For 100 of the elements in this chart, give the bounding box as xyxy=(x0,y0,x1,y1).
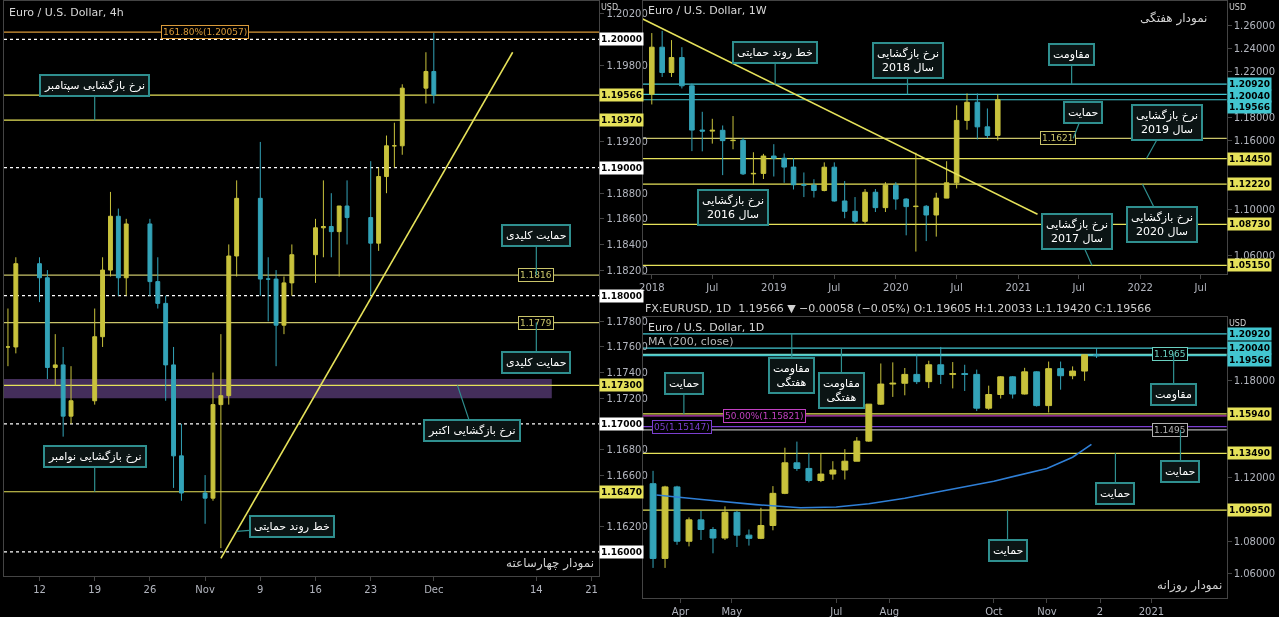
ref-line-label: 1.19000 xyxy=(601,163,642,173)
candlestick xyxy=(391,122,397,169)
candlestick xyxy=(889,361,897,398)
candlestick xyxy=(289,243,295,297)
candlestick xyxy=(994,93,1001,141)
y-tick-label: 1.19200 xyxy=(606,136,648,148)
candlestick xyxy=(328,192,334,258)
candlestick xyxy=(679,46,685,89)
candlestick xyxy=(368,160,374,297)
annotation: نمودار هفتگی xyxy=(1140,11,1208,26)
candlestick xyxy=(661,485,669,569)
y-tick-label: 1.18600 xyxy=(606,213,648,225)
annotation: نرخ بازگشایی اکتبر xyxy=(428,424,516,437)
candlestick xyxy=(384,135,389,194)
text: Euro / U.S. Dollar, 4h xyxy=(9,6,124,19)
candlestick xyxy=(923,204,930,242)
ref-line-label: 1.12220 xyxy=(1229,179,1270,189)
y-tick-label: 1.18000 xyxy=(1233,375,1276,387)
candlestick xyxy=(925,360,933,389)
candlestick xyxy=(852,196,858,225)
annotation: مقاومت هفتگی xyxy=(823,377,860,405)
ref-line-label: 1.17300 xyxy=(601,380,642,390)
y-tick-label: 1.22000 xyxy=(1233,66,1276,78)
candlestick xyxy=(790,157,797,190)
candlestick xyxy=(13,256,19,354)
candlestick xyxy=(313,218,318,284)
candlestick xyxy=(865,403,873,443)
x-tick-label: 23 xyxy=(364,584,378,596)
ref-line-label: 1.20000 xyxy=(601,34,642,44)
ref-line-label: 1.15940 xyxy=(1229,409,1270,419)
x-tick-label: May xyxy=(721,605,743,617)
annotation: حمایت کلیدی xyxy=(506,356,567,369)
candlestick xyxy=(60,346,66,438)
candlestick xyxy=(281,275,287,335)
candlestick xyxy=(108,191,113,277)
ref-line-label: 1.19566 xyxy=(1229,102,1270,112)
annotation: حمایت xyxy=(1068,106,1099,119)
text: FX:EURUSD, 1D 1.19566 ▼ −0.00058 (−0.05%) O:1.19605 H:1.20033 L:1.19420 C:1.19566 xyxy=(645,302,1152,315)
annotation: نرخ بازگشایی سال 2017 xyxy=(1046,218,1109,246)
annotation: نرخ بازگشایی سپتامبر xyxy=(44,79,146,92)
ref-line-label: 1.09950 xyxy=(1229,505,1270,515)
candlestick xyxy=(984,107,991,139)
candlestick xyxy=(673,485,681,546)
candlestick xyxy=(689,83,695,152)
x-tick-label: Jul xyxy=(829,605,843,617)
candlestick xyxy=(163,295,169,402)
x-tick-label: Apr xyxy=(671,605,690,617)
x-tick-label: 14 xyxy=(529,584,543,596)
candlestick xyxy=(801,171,807,198)
candlestick xyxy=(115,208,121,297)
candlestick xyxy=(757,507,765,540)
annotation: نرخ بازگشایی سال 2018 xyxy=(877,47,940,75)
candlestick xyxy=(155,256,161,310)
x-tick-label: 21 xyxy=(585,584,598,596)
ref-line-label: 1.13490 xyxy=(1229,448,1270,458)
ref-line-label: 1.20920 xyxy=(1229,79,1270,89)
candlestick xyxy=(431,32,437,105)
candlestick xyxy=(793,441,801,472)
annotation: 1.1495 xyxy=(1154,425,1186,435)
candlestick xyxy=(423,51,429,105)
candlestick xyxy=(37,256,42,303)
candlestick xyxy=(685,516,693,547)
y-tick-label: 1.17400 xyxy=(606,367,648,379)
y-tick-label: 1.19800 xyxy=(606,59,648,71)
candlestick xyxy=(257,141,263,297)
candlestick xyxy=(5,308,11,367)
candlestick xyxy=(179,423,184,502)
candlestick xyxy=(226,243,232,406)
candlestick xyxy=(997,375,1005,400)
candlestick xyxy=(1021,367,1029,396)
candlestick xyxy=(234,179,240,277)
candlestick xyxy=(817,452,825,483)
candlestick xyxy=(882,181,889,213)
candlestick xyxy=(841,448,849,481)
x-tick-label: 16 xyxy=(309,584,322,596)
candlestick xyxy=(893,181,899,211)
candlestick xyxy=(740,137,746,176)
candlestick xyxy=(210,372,216,502)
candlestick xyxy=(336,205,342,277)
ref-line-label: 1.20920 xyxy=(1229,329,1270,339)
candlestick xyxy=(913,152,919,253)
text: USD xyxy=(1229,319,1247,328)
annotation: خط روند حمایتی xyxy=(737,46,813,59)
y-tick-label: 1.06000 xyxy=(1233,568,1276,580)
annotation: 1.1779 xyxy=(520,318,552,328)
candlestick xyxy=(123,218,129,297)
candlestick xyxy=(699,111,706,152)
y-tick-label: 1.18200 xyxy=(606,264,648,276)
annotation: نرخ بازگشایی سال 2020 xyxy=(1131,211,1194,239)
x-tick-label: Jul xyxy=(827,281,841,293)
x-tick-label: 19 xyxy=(88,584,102,596)
y-tick-label: 1.16800 xyxy=(606,443,648,455)
text: USD xyxy=(1229,3,1247,12)
candlestick xyxy=(913,353,921,385)
candlestick xyxy=(853,436,861,462)
candlestick xyxy=(769,485,777,531)
x-tick-label: Jul xyxy=(705,281,719,293)
candlestick xyxy=(964,93,970,131)
x-tick-label: Aug xyxy=(879,605,900,617)
candlestick xyxy=(649,32,655,105)
